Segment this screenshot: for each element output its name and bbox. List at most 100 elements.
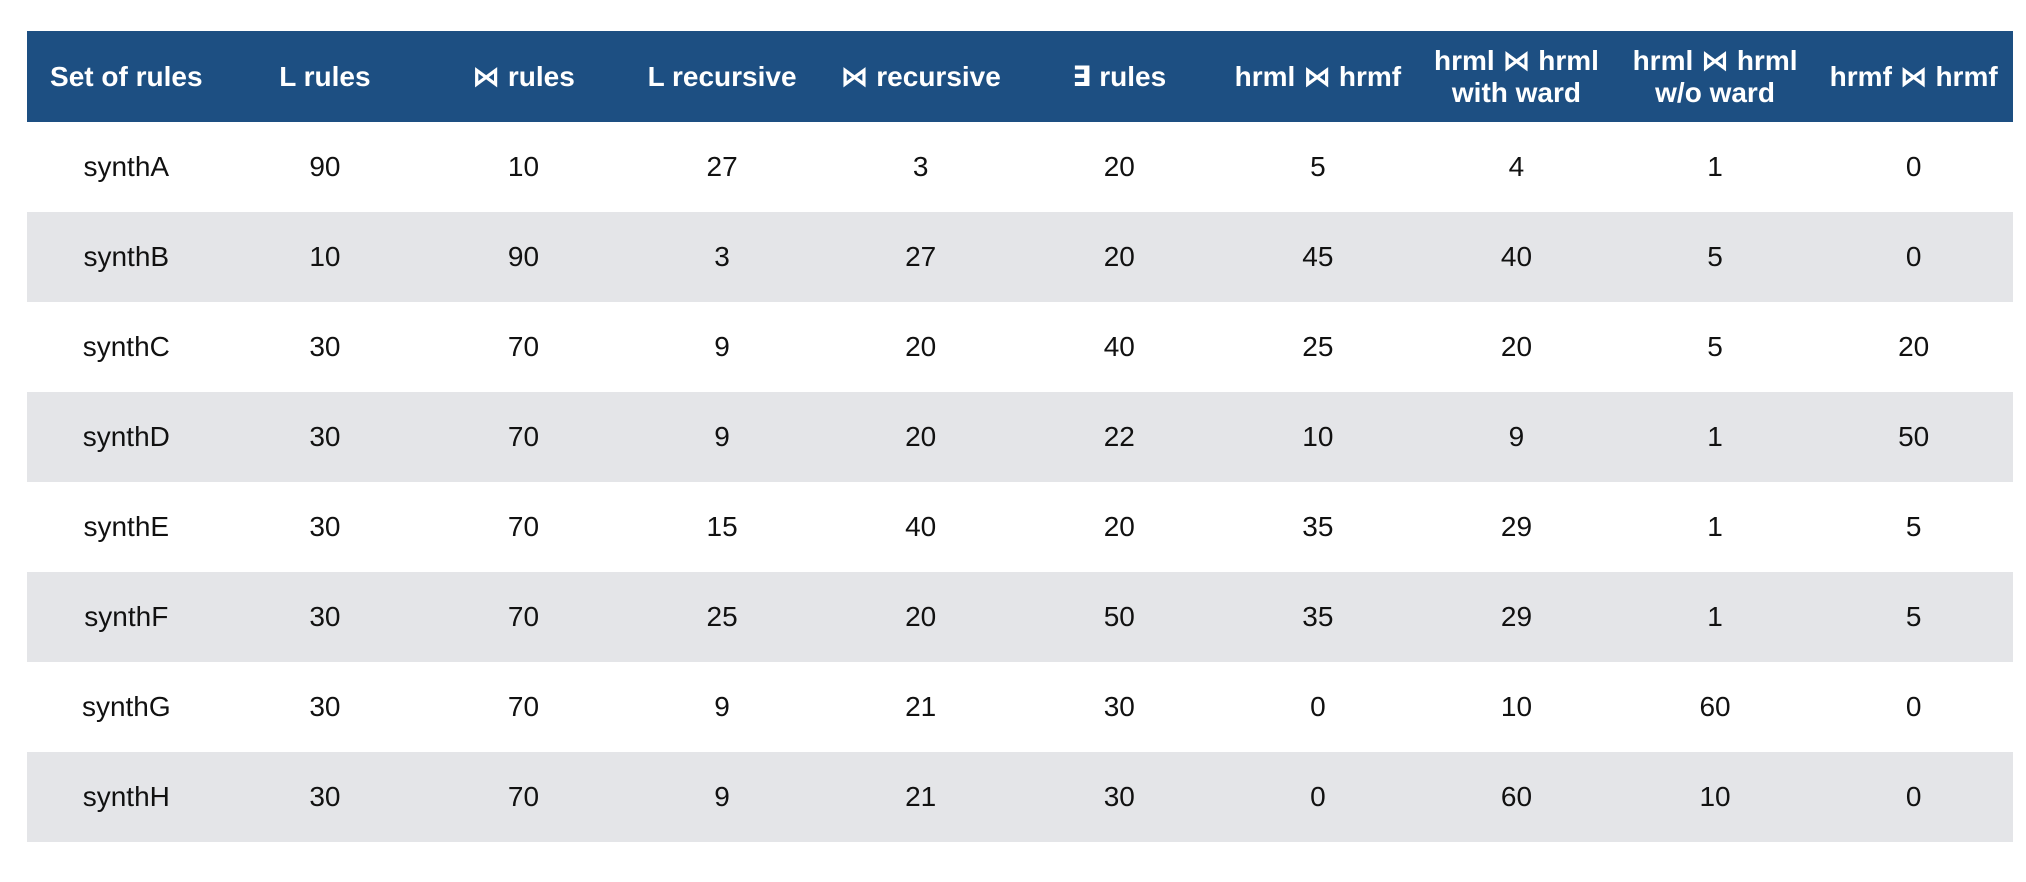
table-cell: 0 [1218, 752, 1418, 842]
table-cell: 70 [424, 482, 623, 572]
table-cell: 20 [821, 572, 1020, 662]
table-cell: 0 [1814, 122, 2013, 212]
table-cell: synthE [27, 482, 226, 572]
table-cell: 5 [1615, 212, 1815, 302]
table-cell: 27 [821, 212, 1020, 302]
table-cell: 3 [821, 122, 1020, 212]
table-cell: 70 [424, 662, 623, 752]
table-cell: 20 [821, 302, 1020, 392]
table-cell: 20 [1019, 482, 1219, 572]
table-cell: 20 [821, 392, 1020, 482]
table-cell: 20 [1019, 122, 1219, 212]
table-cell: 15 [622, 482, 822, 572]
table-cell: synthF [27, 572, 226, 662]
table-row-synthB: synthB 10 90 3 27 20 45 40 5 0 [27, 212, 2013, 302]
table-cell: 90 [225, 122, 425, 212]
rules-table: Set of rules L rules ⋈ rules L recursive… [27, 31, 2013, 842]
table-cell: 0 [1218, 662, 1418, 752]
table-cell: 10 [424, 122, 623, 212]
column-header-l-rules: L rules [225, 31, 425, 122]
table-cell: 30 [225, 752, 425, 842]
table-cell: synthB [27, 212, 226, 302]
table-cell: 70 [424, 752, 623, 842]
table-cell: 60 [1417, 752, 1616, 842]
column-header-l-recursive: L recursive [622, 31, 822, 122]
table-cell: 3 [622, 212, 822, 302]
table-cell: 9 [622, 302, 822, 392]
table-cell: 50 [1019, 572, 1219, 662]
table-cell: 9 [1417, 392, 1616, 482]
column-header-set-of-rules: Set of rules [27, 31, 226, 122]
table-cell: 40 [1019, 302, 1219, 392]
table-cell: 10 [1615, 752, 1815, 842]
table-cell: 5 [1218, 122, 1418, 212]
column-header-hrml-join-hrmf: hrml ⋈ hrmf [1218, 31, 1418, 122]
table-cell: 0 [1814, 752, 2013, 842]
table-cell: synthA [27, 122, 226, 212]
table-cell: 70 [424, 572, 623, 662]
header-row: Set of rules L rules ⋈ rules L recursive… [27, 31, 2013, 122]
table-cell: 9 [622, 752, 822, 842]
table-cell: 10 [225, 212, 425, 302]
table-cell: 40 [821, 482, 1020, 572]
table-cell: 40 [1417, 212, 1616, 302]
table-row-synthC: synthC 30 70 9 20 40 25 20 5 20 [27, 302, 2013, 392]
table-cell: 1 [1615, 122, 1815, 212]
table-cell: synthG [27, 662, 226, 752]
table-row-synthH: synthH 30 70 9 21 30 0 60 10 0 [27, 752, 2013, 842]
table-cell: synthH [27, 752, 226, 842]
table-cell: 30 [225, 302, 425, 392]
table-cell: synthC [27, 302, 226, 392]
table-cell: 1 [1615, 572, 1815, 662]
rules-table-container: Set of rules L rules ⋈ rules L recursive… [27, 31, 2013, 842]
table-cell: 1 [1615, 392, 1815, 482]
table-cell: 60 [1615, 662, 1815, 752]
table-cell: 25 [622, 572, 822, 662]
table-cell: 70 [424, 392, 623, 482]
table-cell: 30 [225, 662, 425, 752]
table-row-synthG: synthG 30 70 9 21 30 0 10 60 0 [27, 662, 2013, 752]
table-cell: 35 [1218, 482, 1418, 572]
column-header-join-recursive: ⋈ recursive [821, 31, 1020, 122]
table-cell: 50 [1814, 392, 2013, 482]
table-cell: 29 [1417, 482, 1616, 572]
table-cell: 0 [1814, 662, 2013, 752]
table-cell: synthD [27, 392, 226, 482]
table-cell: 5 [1814, 482, 2013, 572]
column-header-hrmf-join-hrmf: hrmf ⋈ hrmf [1814, 31, 2013, 122]
table-cell: 21 [821, 662, 1020, 752]
table-row-synthE: synthE 30 70 15 40 20 35 29 1 5 [27, 482, 2013, 572]
table-cell: 27 [622, 122, 822, 212]
table-cell: 10 [1218, 392, 1418, 482]
table-cell: 5 [1615, 302, 1815, 392]
table-cell: 30 [225, 392, 425, 482]
table-body: synthA 90 10 27 3 20 5 4 1 0 synthB 10 9… [27, 122, 2013, 842]
table-header: Set of rules L rules ⋈ rules L recursive… [27, 31, 2013, 122]
table-cell: 21 [821, 752, 1020, 842]
table-cell: 10 [1417, 662, 1616, 752]
table-row-synthD: synthD 30 70 9 20 22 10 9 1 50 [27, 392, 2013, 482]
table-cell: 20 [1417, 302, 1616, 392]
table-cell: 9 [622, 392, 822, 482]
table-row-synthF: synthF 30 70 25 20 50 35 29 1 5 [27, 572, 2013, 662]
table-cell: 30 [225, 482, 425, 572]
table-cell: 35 [1218, 572, 1418, 662]
table-cell: 70 [424, 302, 623, 392]
column-header-join-rules: ⋈ rules [424, 31, 623, 122]
table-cell: 5 [1814, 572, 2013, 662]
table-cell: 20 [1814, 302, 2013, 392]
table-cell: 30 [1019, 662, 1219, 752]
table-cell: 9 [622, 662, 822, 752]
table-cell: 29 [1417, 572, 1616, 662]
table-cell: 1 [1615, 482, 1815, 572]
table-cell: 25 [1218, 302, 1418, 392]
table-cell: 0 [1814, 212, 2013, 302]
table-cell: 30 [1019, 752, 1219, 842]
table-cell: 4 [1417, 122, 1616, 212]
column-header-hrml-join-hrml-without-ward: hrml ⋈ hrml w/o ward [1615, 31, 1815, 122]
table-cell: 22 [1019, 392, 1219, 482]
table-cell: 20 [1019, 212, 1219, 302]
table-cell: 45 [1218, 212, 1418, 302]
table-cell: 90 [424, 212, 623, 302]
